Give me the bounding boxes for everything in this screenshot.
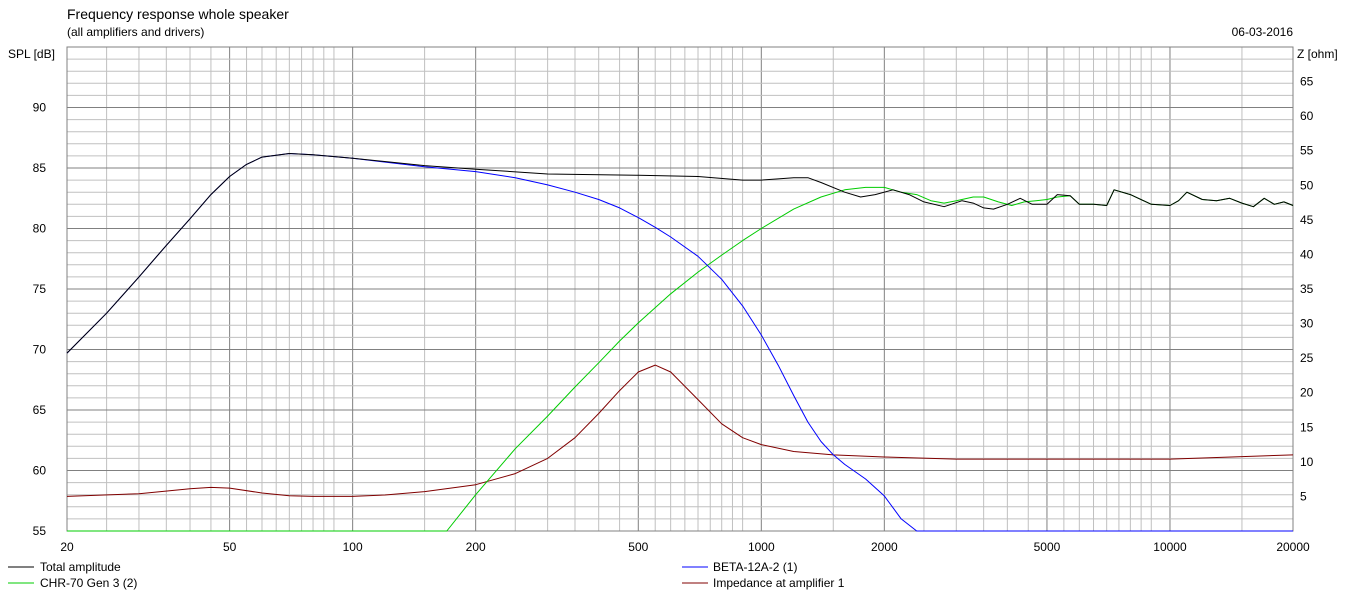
y2-tick-label: 35 bbox=[1300, 282, 1314, 296]
y-tick-label: 55 bbox=[33, 524, 47, 538]
y-axis-label: SPL [dB] bbox=[8, 47, 55, 61]
x-tick-label: 100 bbox=[343, 540, 363, 554]
y2-tick-label: 60 bbox=[1300, 109, 1314, 123]
y2-tick-label: 30 bbox=[1300, 317, 1314, 331]
x-tick-label: 20000 bbox=[1276, 540, 1310, 554]
plot-area-border bbox=[66, 46, 1294, 532]
series-line-2 bbox=[67, 186, 1294, 532]
data-series bbox=[66, 153, 1294, 532]
chart-date: 06-03-2016 bbox=[1232, 25, 1294, 39]
x-tick-label: 2000 bbox=[871, 540, 898, 554]
legend-label-impedance: Impedance at amplifier 1 bbox=[713, 576, 845, 590]
x-tick-label: 5000 bbox=[1034, 540, 1061, 554]
x-tick-label: 200 bbox=[466, 540, 486, 554]
legend: Total amplitude CHR-70 Gen 3 (2) BETA-12… bbox=[8, 560, 845, 590]
series-line-3 bbox=[66, 364, 1294, 497]
y2-tick-label: 10 bbox=[1300, 455, 1314, 469]
y2-tick-label: 45 bbox=[1300, 213, 1314, 227]
axis-tick-labels: 20 50 100 200 500 1000 2000 5000 10000 20000 55 60 6… bbox=[33, 75, 1314, 554]
x-tick-label: 10000 bbox=[1153, 540, 1187, 554]
y-tick-label: 65 bbox=[33, 403, 47, 417]
grid-lines bbox=[67, 47, 1293, 531]
y-tick-label: 90 bbox=[33, 101, 47, 115]
x-tick-label: 500 bbox=[628, 540, 648, 554]
x-tick-label: 50 bbox=[223, 540, 237, 554]
y2-tick-label: 5 bbox=[1300, 489, 1307, 503]
legend-label-beta: BETA-12A-2 (1) bbox=[713, 560, 797, 574]
y2-axis-label: Z [ohm] bbox=[1297, 47, 1338, 61]
y2-tick-label: 65 bbox=[1300, 75, 1314, 89]
y2-tick-label: 40 bbox=[1300, 247, 1314, 261]
series-line-0 bbox=[66, 153, 1294, 354]
y2-tick-label: 25 bbox=[1300, 351, 1314, 365]
legend-label-total: Total amplitude bbox=[40, 560, 121, 574]
y-tick-label: 60 bbox=[33, 464, 47, 478]
y2-tick-label: 15 bbox=[1300, 420, 1314, 434]
chart-subtitle: (all amplifiers and drivers) bbox=[67, 25, 204, 39]
y2-tick-label: 20 bbox=[1300, 386, 1314, 400]
y-tick-label: 80 bbox=[33, 222, 47, 236]
y-tick-label: 85 bbox=[33, 161, 47, 175]
legend-label-chr: CHR-70 Gen 3 (2) bbox=[40, 576, 137, 590]
x-tick-label: 1000 bbox=[748, 540, 775, 554]
y2-tick-label: 50 bbox=[1300, 178, 1314, 192]
y-tick-label: 70 bbox=[33, 343, 47, 357]
x-tick-label: 20 bbox=[60, 540, 74, 554]
y-tick-label: 75 bbox=[33, 282, 47, 296]
y2-tick-label: 55 bbox=[1300, 144, 1314, 158]
series-line-1 bbox=[66, 153, 1293, 532]
chart-title: Frequency response whole speaker bbox=[67, 6, 289, 22]
